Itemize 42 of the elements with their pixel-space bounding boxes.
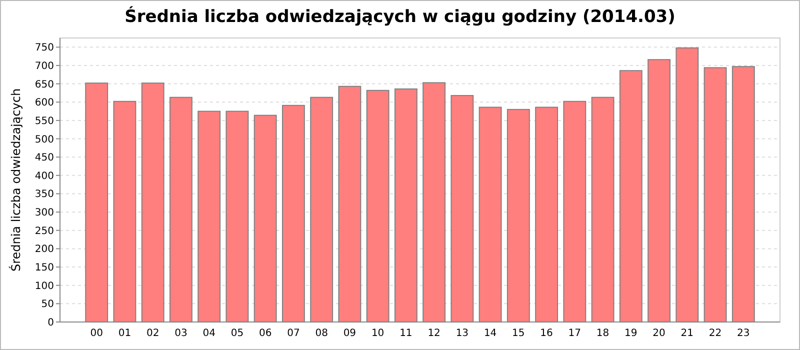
y-tick-label: 700 — [34, 60, 54, 72]
x-tick-label: 01 — [118, 328, 132, 339]
x-tick-label: 05 — [230, 328, 244, 339]
x-tick-label: 18 — [596, 328, 610, 339]
y-tick-label: 250 — [34, 226, 54, 237]
x-tick-label: 02 — [146, 328, 160, 339]
x-tick-label: 17 — [568, 328, 582, 339]
x-tick-label: 08 — [315, 328, 328, 339]
y-tick-label: 100 — [34, 280, 54, 292]
y-tick-label: 300 — [34, 208, 54, 219]
x-tick-label: 09 — [343, 328, 356, 339]
y-tick-label: 450 — [34, 152, 54, 164]
x-tick-label: 20 — [652, 328, 666, 339]
y-tick-label: 0 — [48, 318, 54, 328]
chart-title: Średnia liczba odwiedzających w ciągu godziny (2014.03) — [124, 6, 676, 27]
x-tick-label: 22 — [708, 328, 722, 339]
y-tick-label: 150 — [34, 262, 54, 274]
y-tick-label: 400 — [34, 170, 54, 182]
y-tick-label: 200 — [34, 244, 54, 256]
x-tick-label: 23 — [737, 328, 750, 339]
x-tick-label: 21 — [680, 328, 694, 339]
y-tick-label: 600 — [34, 98, 54, 109]
y-tick-label: 550 — [34, 116, 54, 127]
x-tick-label: 12 — [428, 328, 440, 339]
x-tick-label: 15 — [512, 328, 525, 339]
x-tick-label: 07 — [287, 328, 300, 339]
x-tick-label: 19 — [624, 328, 638, 339]
x-tick-label: 10 — [371, 328, 384, 339]
x-tick-label: 14 — [484, 328, 497, 339]
y-tick-label: 50 — [41, 299, 54, 310]
x-tick-label: 03 — [174, 328, 188, 339]
y-tick-label: 350 — [34, 189, 54, 200]
y-tick-label: 500 — [34, 134, 54, 146]
x-tick-label: 00 — [90, 328, 103, 339]
y-tick-label: 650 — [34, 79, 54, 90]
y-tick-label: 750 — [34, 42, 54, 54]
x-tick-label: 16 — [540, 328, 553, 339]
x-tick-label: 11 — [400, 328, 412, 339]
x-tick-label: 04 — [202, 328, 216, 339]
x-tick-label: 06 — [258, 328, 272, 339]
y-axis-title: Średnia liczba odwiedzających — [8, 88, 23, 272]
x-tick-label: 13 — [456, 328, 469, 339]
